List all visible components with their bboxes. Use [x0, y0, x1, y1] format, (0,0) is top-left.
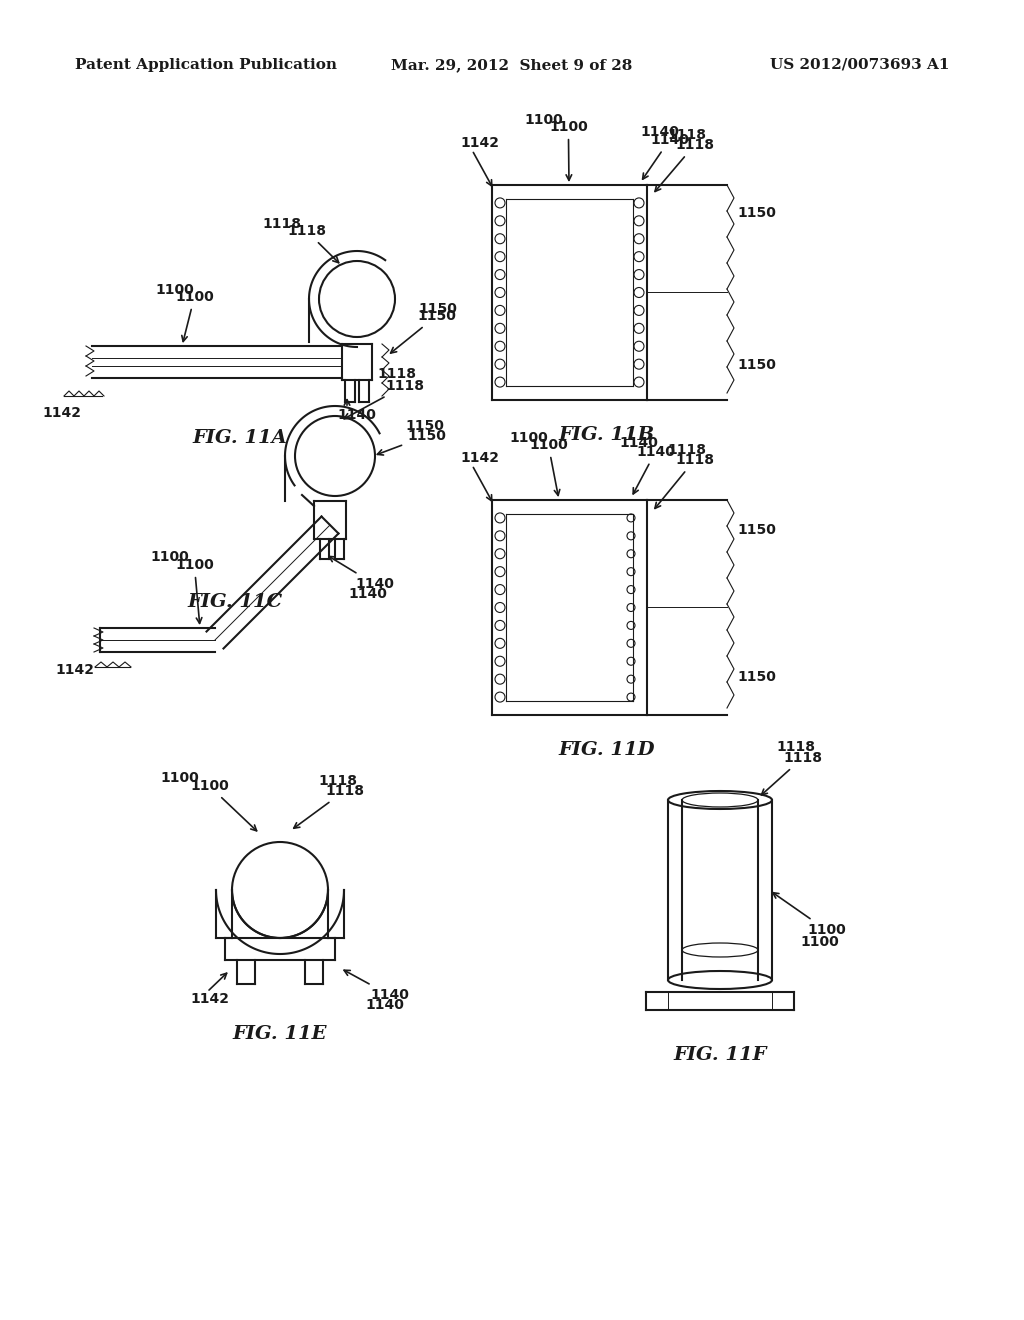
- Text: 1142: 1142: [460, 136, 499, 150]
- Text: 1140: 1140: [365, 998, 403, 1012]
- Text: 1100: 1100: [190, 779, 257, 830]
- Text: US 2012/0073693 A1: US 2012/0073693 A1: [770, 58, 950, 73]
- Text: 1150: 1150: [737, 358, 776, 372]
- Text: 1142: 1142: [460, 451, 499, 465]
- Text: 1118: 1118: [655, 453, 714, 508]
- Text: 1100: 1100: [150, 550, 188, 564]
- Text: FIG. 11C: FIG. 11C: [187, 593, 283, 611]
- Text: 1142: 1142: [42, 407, 81, 420]
- Text: 1140: 1140: [633, 445, 675, 494]
- Text: 1100: 1100: [524, 114, 563, 127]
- Text: Mar. 29, 2012  Sheet 9 of 28: Mar. 29, 2012 Sheet 9 of 28: [391, 58, 633, 73]
- Text: 1150: 1150: [390, 309, 456, 352]
- Text: 1150: 1150: [737, 523, 776, 537]
- Text: 1150: 1150: [737, 206, 776, 220]
- Text: 1118: 1118: [377, 367, 416, 381]
- Text: 1142: 1142: [55, 663, 94, 677]
- Text: 1118: 1118: [667, 444, 706, 457]
- Text: 1118: 1118: [287, 224, 339, 263]
- Text: 1140: 1140: [344, 970, 409, 1002]
- Text: 1118: 1118: [318, 774, 357, 788]
- Text: 1118: 1118: [294, 784, 364, 828]
- Text: 1100: 1100: [509, 432, 548, 445]
- Text: 1100: 1100: [175, 558, 214, 623]
- Text: FIG. 11D: FIG. 11D: [559, 741, 655, 759]
- Text: Patent Application Publication: Patent Application Publication: [75, 58, 337, 73]
- Text: 1150: 1150: [406, 418, 443, 433]
- Text: 1100: 1100: [773, 892, 846, 937]
- Text: 1150: 1150: [737, 671, 776, 684]
- Text: 1118: 1118: [655, 139, 714, 191]
- Text: FIG. 11F: FIG. 11F: [673, 1045, 767, 1064]
- Text: FIG. 11E: FIG. 11E: [232, 1026, 328, 1043]
- Text: 1100: 1100: [800, 935, 839, 949]
- Text: 1100: 1100: [155, 282, 194, 297]
- Text: 1150: 1150: [418, 302, 457, 315]
- Text: 1140: 1140: [348, 587, 387, 601]
- Text: 1118: 1118: [776, 741, 815, 754]
- Text: 1140: 1140: [618, 436, 657, 450]
- Text: 1118: 1118: [262, 216, 301, 231]
- Text: 1140: 1140: [643, 133, 689, 180]
- Text: 1140: 1140: [337, 408, 376, 422]
- Text: 1118: 1118: [344, 379, 424, 418]
- Text: 1140: 1140: [640, 125, 679, 139]
- Text: 1100: 1100: [160, 771, 199, 785]
- Text: FIG. 11B: FIG. 11B: [559, 426, 655, 444]
- Text: 1140: 1140: [329, 557, 394, 591]
- Text: 1142: 1142: [190, 993, 229, 1006]
- Text: 1100: 1100: [529, 438, 567, 495]
- Text: 1100: 1100: [175, 290, 214, 342]
- Text: 1118: 1118: [762, 751, 822, 795]
- Text: 1100: 1100: [549, 120, 588, 181]
- Text: 1118: 1118: [667, 128, 706, 143]
- Text: 1150: 1150: [378, 429, 445, 455]
- Text: FIG. 11A: FIG. 11A: [193, 429, 288, 447]
